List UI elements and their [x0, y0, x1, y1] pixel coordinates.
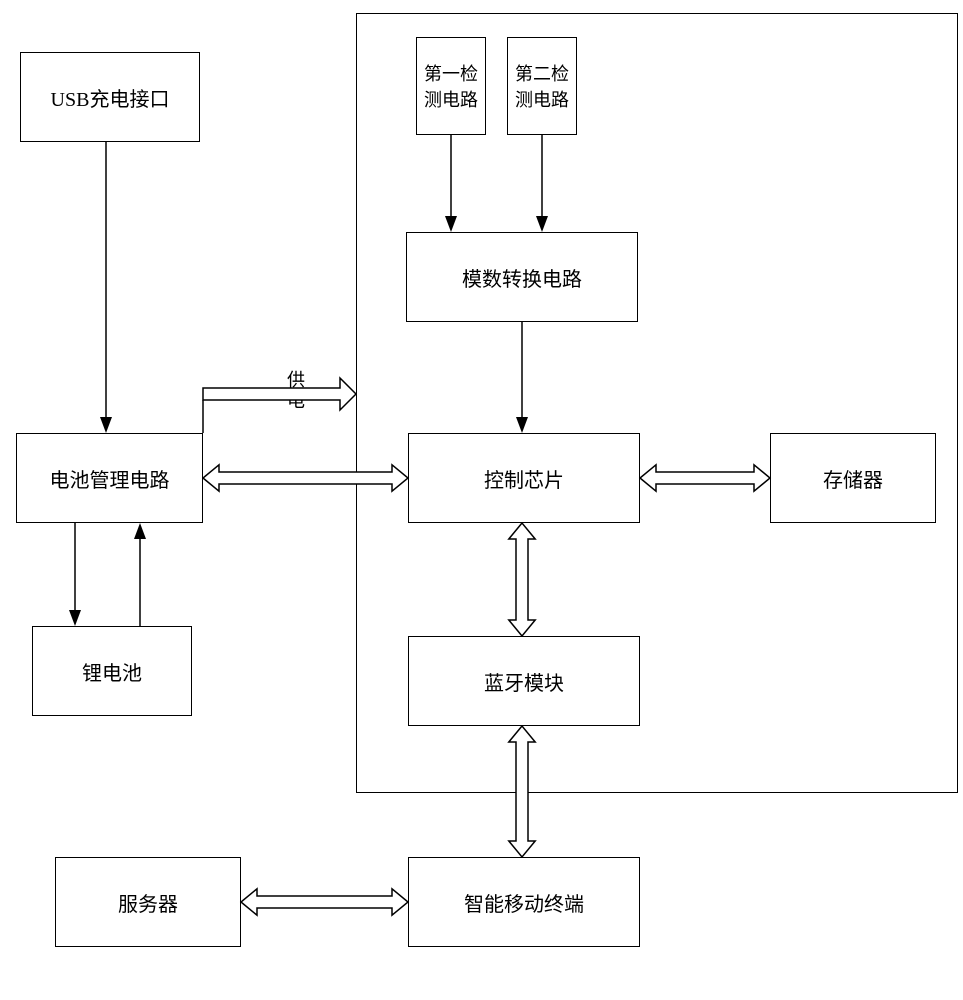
- adc-box: 模数转换电路: [406, 232, 638, 322]
- power-label: 供 电: [287, 370, 305, 411]
- det1-box: 第一检 测电路: [416, 37, 486, 135]
- mem-box: 存储器: [770, 433, 936, 523]
- usb-box: USB充电接口: [20, 52, 200, 142]
- lipo-box: 锂电池: [32, 626, 192, 716]
- det2-box: 第二检 测电路: [507, 37, 577, 135]
- server-box: 服务器: [55, 857, 241, 947]
- diagram-canvas: USB充电接口 第一检 测电路 第二检 测电路 模数转换电路 电池管理电路 控制…: [0, 0, 963, 1000]
- bt-box: 蓝牙模块: [408, 636, 640, 726]
- terminal-box: 智能移动终端: [408, 857, 640, 947]
- chip-box: 控制芯片: [408, 433, 640, 523]
- bms-box: 电池管理电路: [16, 433, 203, 523]
